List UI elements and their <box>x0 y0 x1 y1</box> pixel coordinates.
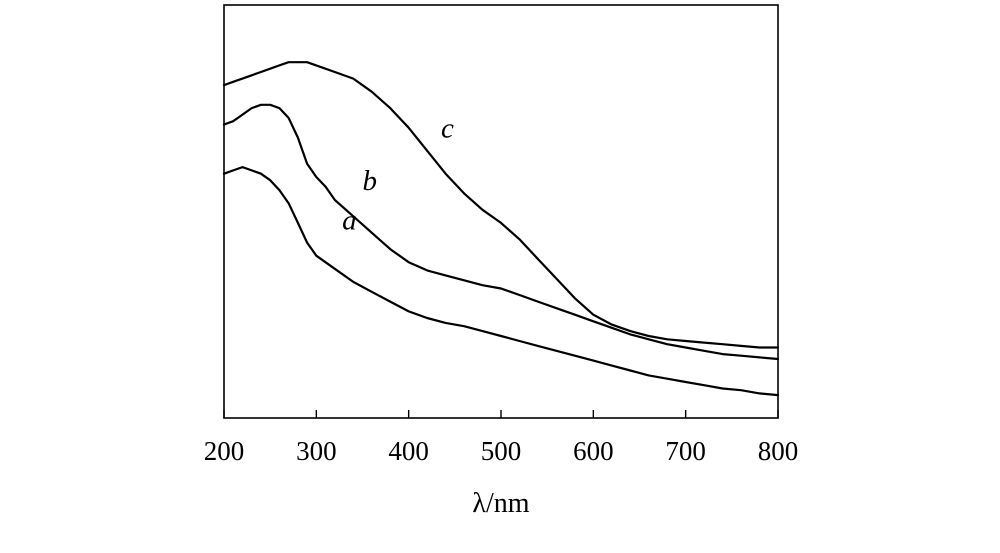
series-group <box>222 61 780 397</box>
x-tick-label: 500 <box>481 436 522 466</box>
x-tick-label: 800 <box>758 436 799 466</box>
series-line-b <box>222 103 780 361</box>
series-labels: ab c <box>342 113 454 237</box>
series-label-c: c <box>441 113 454 145</box>
x-tick-label: 400 <box>388 436 429 466</box>
series-line-a <box>222 166 780 397</box>
x-tick-label: 200 <box>204 436 245 466</box>
series-line-c <box>222 61 780 349</box>
x-tick-label: 700 <box>665 436 706 466</box>
series-label-a: a <box>342 204 357 236</box>
x-tick-label: 300 <box>296 436 337 466</box>
series-label-b: b <box>363 165 378 197</box>
x-axis-tick-labels: 200 300 400 500 600 700 800 <box>204 436 799 466</box>
plot-frame <box>223 4 779 419</box>
x-tick-label: 600 <box>573 436 614 466</box>
x-axis-label: λ/nm <box>472 488 529 519</box>
x-axis-ticks <box>223 410 779 418</box>
plot-area <box>223 4 779 419</box>
